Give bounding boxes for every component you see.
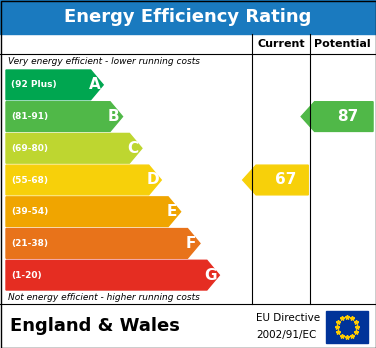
Text: Potential: Potential xyxy=(314,39,371,49)
Bar xyxy=(326,311,368,343)
Text: 2002/91/EC: 2002/91/EC xyxy=(256,330,316,340)
Polygon shape xyxy=(301,102,373,132)
Polygon shape xyxy=(6,102,123,132)
Polygon shape xyxy=(6,133,142,163)
Text: E: E xyxy=(167,204,177,219)
Polygon shape xyxy=(6,70,103,100)
Text: A: A xyxy=(89,77,100,92)
Text: 67: 67 xyxy=(276,173,297,188)
Polygon shape xyxy=(6,260,219,290)
Text: F: F xyxy=(186,236,196,251)
Text: (39-54): (39-54) xyxy=(11,207,48,216)
Text: (81-91): (81-91) xyxy=(11,112,48,121)
Polygon shape xyxy=(243,165,308,195)
Text: C: C xyxy=(127,141,139,156)
Text: D: D xyxy=(146,173,159,188)
Text: Energy Efficiency Rating: Energy Efficiency Rating xyxy=(64,8,312,26)
Text: 87: 87 xyxy=(337,109,358,124)
Polygon shape xyxy=(6,165,161,195)
Text: (21-38): (21-38) xyxy=(11,239,48,248)
Text: Current: Current xyxy=(257,39,305,49)
Text: (69-80): (69-80) xyxy=(11,144,48,153)
Text: B: B xyxy=(108,109,120,124)
Text: (55-68): (55-68) xyxy=(11,175,48,184)
Text: EU Directive: EU Directive xyxy=(256,313,320,323)
Text: Not energy efficient - higher running costs: Not energy efficient - higher running co… xyxy=(8,293,200,301)
Polygon shape xyxy=(6,229,200,258)
Text: Very energy efficient - lower running costs: Very energy efficient - lower running co… xyxy=(8,56,200,65)
Text: England & Wales: England & Wales xyxy=(10,317,180,335)
Text: (1-20): (1-20) xyxy=(11,271,42,280)
Text: (92 Plus): (92 Plus) xyxy=(11,80,57,89)
Text: G: G xyxy=(204,268,217,283)
Bar xyxy=(0,0,376,34)
Polygon shape xyxy=(6,197,180,227)
